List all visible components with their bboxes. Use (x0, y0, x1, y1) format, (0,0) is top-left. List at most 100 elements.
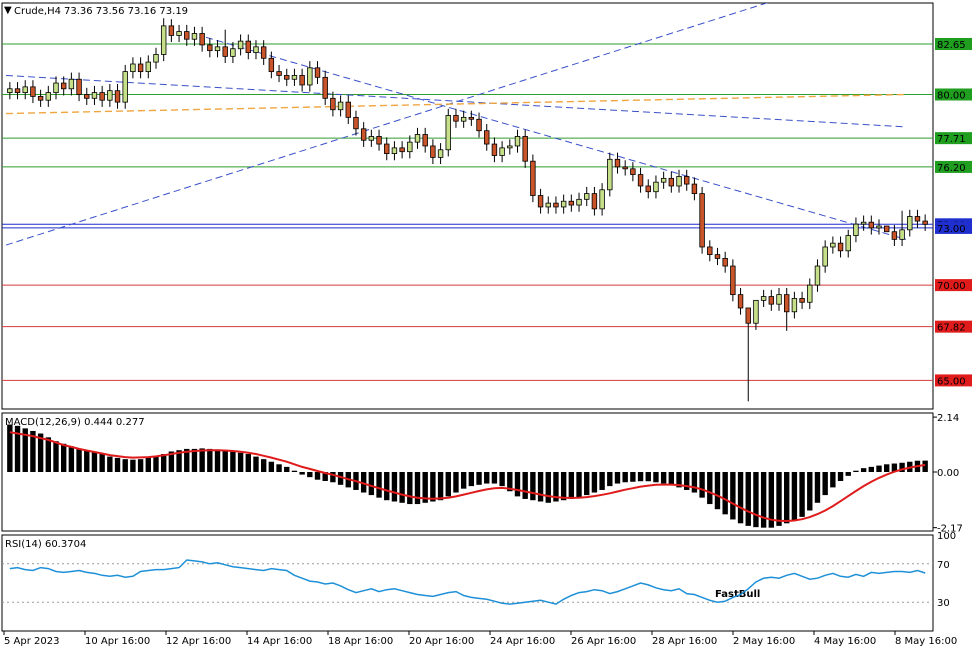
candle-body[interactable] (876, 225, 882, 229)
candle-body[interactable] (484, 130, 490, 145)
candle-body[interactable] (45, 92, 52, 101)
candle-body[interactable] (491, 143, 498, 156)
candle-body[interactable] (30, 86, 36, 97)
candle-body[interactable] (353, 116, 359, 130)
candle-body[interactable] (476, 118, 482, 132)
candle-body[interactable] (130, 63, 136, 73)
candle-body[interactable] (291, 75, 298, 80)
candle-body[interactable] (768, 296, 775, 305)
candle-body[interactable] (91, 92, 98, 99)
candle-body[interactable] (584, 193, 590, 200)
candle-body[interactable] (76, 78, 82, 95)
candle-body[interactable] (845, 235, 851, 252)
candle-body[interactable] (576, 198, 582, 206)
candle-body[interactable] (107, 90, 113, 101)
candle-body[interactable] (760, 296, 767, 301)
candle-body[interactable] (68, 78, 75, 90)
candle-body[interactable] (145, 61, 152, 73)
trend-line-3[interactable] (5, 93, 906, 115)
candle-body[interactable] (437, 149, 444, 158)
candle-body[interactable] (653, 181, 659, 193)
candle-body[interactable] (568, 200, 575, 206)
candle-body[interactable] (660, 177, 667, 183)
candle-body[interactable] (245, 40, 251, 53)
trend-line-1[interactable] (205, 36, 907, 240)
candle-body[interactable] (191, 33, 198, 40)
candle-body[interactable] (391, 147, 398, 154)
candle-body[interactable] (307, 67, 313, 86)
candle-body[interactable] (122, 71, 128, 103)
candle-body[interactable] (745, 307, 751, 324)
candle-body[interactable] (630, 168, 636, 175)
candle-body[interactable] (860, 221, 867, 225)
candle-body[interactable] (714, 254, 721, 259)
candle-body[interactable] (753, 299, 759, 324)
candle-body[interactable] (791, 298, 798, 313)
candle-body[interactable] (37, 95, 44, 101)
candle-body[interactable] (376, 136, 382, 145)
candle-body[interactable] (822, 246, 828, 267)
candle-body[interactable] (14, 88, 21, 93)
candle-body[interactable] (160, 25, 167, 55)
candle-body[interactable] (276, 71, 282, 76)
candle-body[interactable] (445, 115, 451, 151)
candle-body[interactable] (237, 40, 244, 50)
candle-body[interactable] (607, 158, 613, 191)
candle-body[interactable] (707, 246, 713, 256)
candle-body[interactable] (814, 265, 821, 286)
candle-body[interactable] (430, 145, 436, 158)
candle-body[interactable] (799, 298, 805, 303)
trend-line-0[interactable] (5, 0, 791, 246)
candle-body[interactable] (684, 176, 690, 185)
candle-body[interactable] (114, 90, 121, 103)
candle-body[interactable] (399, 147, 405, 153)
candle-body[interactable] (637, 174, 644, 187)
candle-body[interactable] (407, 141, 413, 153)
macd-signal-line[interactable] (9, 431, 926, 523)
candle-body[interactable] (668, 177, 675, 187)
candle-body[interactable] (514, 136, 521, 147)
candle-body[interactable] (199, 33, 205, 46)
candle-body[interactable] (253, 46, 259, 53)
candle-body[interactable] (422, 134, 428, 147)
candle-body[interactable] (414, 134, 421, 143)
candle-body[interactable] (914, 216, 921, 222)
candle-body[interactable] (737, 294, 744, 309)
candle-body[interactable] (830, 242, 836, 248)
candle-body[interactable] (883, 225, 890, 233)
candle-body[interactable] (560, 200, 567, 208)
candle-body[interactable] (807, 284, 813, 303)
candle-body[interactable] (545, 202, 551, 208)
candle-body[interactable] (168, 25, 175, 36)
trend-line-2[interactable] (5, 74, 906, 128)
candle-body[interactable] (776, 294, 782, 305)
candle-body[interactable] (553, 202, 559, 208)
candle-body[interactable] (783, 294, 790, 313)
candle-body[interactable] (368, 136, 375, 141)
candle-body[interactable] (522, 136, 528, 162)
candle-body[interactable] (722, 258, 728, 267)
price-panel[interactable]: 80.6078.5576.5074.4572.4070.3568.3066.25… (2, 0, 968, 403)
candle-body[interactable] (314, 67, 321, 78)
candle-body[interactable] (345, 101, 351, 118)
candle-body[interactable] (7, 88, 13, 93)
candle-body[interactable] (137, 63, 144, 73)
candle-body[interactable] (22, 86, 28, 93)
candle-body[interactable] (530, 160, 536, 196)
candle-body[interactable] (868, 221, 875, 229)
candle-body[interactable] (222, 46, 228, 57)
candle-body[interactable] (591, 193, 598, 210)
candle-body[interactable] (507, 145, 513, 149)
candle-body[interactable] (837, 242, 844, 252)
candle-body[interactable] (184, 31, 190, 40)
candle-body[interactable] (891, 231, 898, 240)
candle-body[interactable] (645, 185, 651, 193)
candle-body[interactable] (460, 116, 467, 122)
candle-body[interactable] (384, 143, 390, 154)
rsi-line[interactable] (9, 559, 926, 605)
candle-body[interactable] (853, 223, 859, 236)
candle-body[interactable] (337, 101, 344, 111)
candle-body[interactable] (599, 189, 605, 210)
candle-body[interactable] (330, 97, 336, 111)
candle-body[interactable] (691, 183, 698, 195)
